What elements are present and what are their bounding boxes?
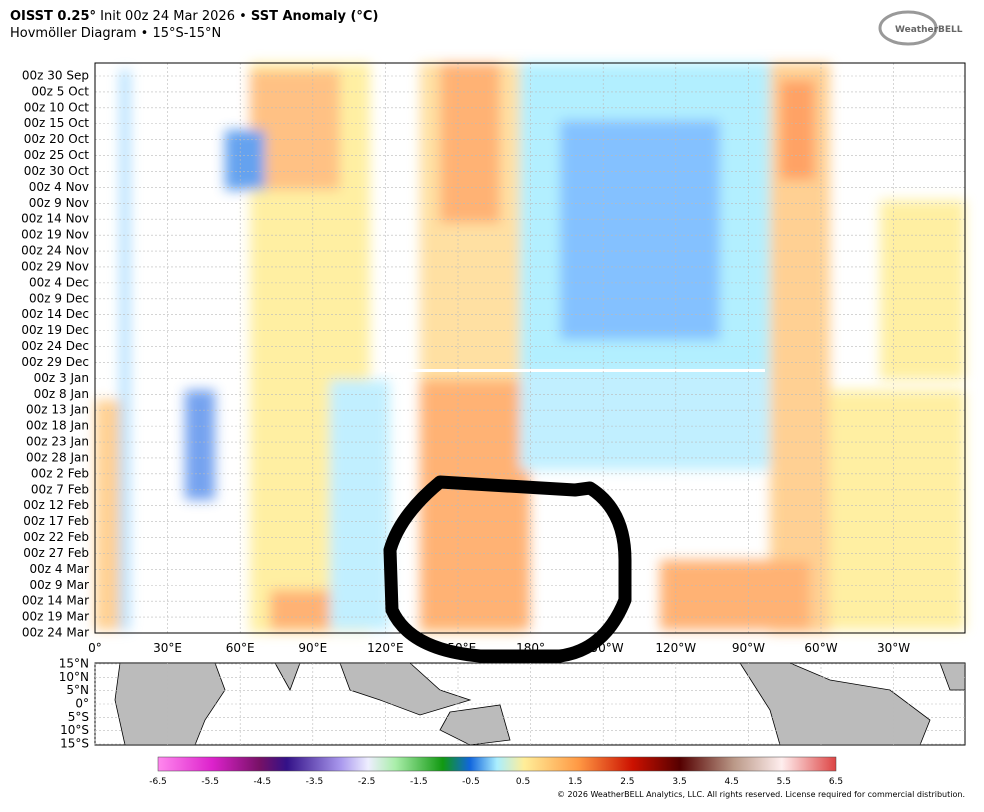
y-label: 00z 8 Jan	[34, 387, 89, 401]
lat-label: 5°N	[66, 683, 89, 697]
colorbar-label: -0.5	[462, 777, 480, 787]
hovmoller-field	[94, 62, 966, 663]
colorbar-label: 4.5	[725, 777, 739, 787]
y-label: 00z 19 Mar	[22, 610, 89, 624]
y-label: 00z 4 Mar	[30, 562, 90, 576]
colorbar-label: -6.5	[149, 777, 167, 787]
y-label: 00z 29 Nov	[21, 259, 89, 273]
colorbar-label: -3.5	[306, 777, 324, 787]
x-label: 90°E	[298, 641, 327, 655]
title: OISST 0.25° Init 00z 24 Mar 2026 • SST A…	[10, 9, 378, 24]
x-label: 90°W	[732, 641, 765, 655]
y-label: 00z 2 Feb	[31, 466, 89, 480]
colorbar-label: 0.5	[516, 777, 530, 787]
x-label: 180°	[516, 641, 545, 655]
colorbar-label: 3.5	[672, 777, 686, 787]
x-label: 30°E	[153, 641, 182, 655]
colorbar-label: -4.5	[254, 777, 272, 787]
y-label: 00z 10 Oct	[24, 100, 90, 114]
lat-label: 0°	[75, 697, 89, 711]
y-label: 00z 30 Oct	[24, 164, 90, 178]
y-label: 00z 15 Oct	[24, 116, 90, 130]
x-label: 0°	[88, 641, 102, 655]
y-label: 00z 24 Mar	[22, 626, 89, 640]
title-mid: Init 00z 24 Mar 2026 •	[100, 9, 247, 24]
map-panel	[94, 662, 966, 746]
y-label: 00z 30 Sep	[22, 69, 89, 83]
y-label: 00z 22 Feb	[23, 530, 89, 544]
y-label: 00z 14 Mar	[22, 594, 89, 608]
y-label: 00z 17 Feb	[23, 514, 89, 528]
y-label: 00z 14 Nov	[21, 212, 89, 226]
y-label: 00z 5 Oct	[31, 84, 89, 98]
y-label: 00z 27 Feb	[23, 546, 89, 560]
lat-label: 5°S	[68, 710, 89, 724]
y-label: 00z 12 Feb	[23, 498, 89, 512]
y-label: 00z 4 Nov	[29, 180, 89, 194]
y-label: 00z 18 Jan	[26, 419, 89, 433]
logo-swirl	[878, 10, 938, 46]
copyright: © 2026 WeatherBELL Analytics, LLC. All r…	[557, 790, 965, 799]
logo: WeatherBELL	[895, 25, 963, 35]
x-label: 120°E	[367, 641, 404, 655]
x-label: 150°E	[440, 641, 477, 655]
y-label: 00z 14 Dec	[21, 307, 89, 321]
colorbar	[157, 756, 837, 772]
y-label: 00z 9 Nov	[29, 196, 89, 210]
lat-label: 15°S	[60, 737, 89, 751]
y-label: 00z 4 Dec	[29, 275, 89, 289]
x-label: 120°W	[655, 641, 696, 655]
x-label: 150°W	[583, 641, 624, 655]
colorbar-label: 1.5	[568, 777, 582, 787]
title-bold2: SST Anomaly (°C)	[251, 9, 378, 24]
y-label: 00z 19 Dec	[21, 323, 89, 337]
x-label: 30°W	[877, 641, 910, 655]
colorbar-label: 5.5	[777, 777, 791, 787]
y-label: 00z 24 Nov	[21, 244, 89, 258]
colorbar-label: -1.5	[410, 777, 428, 787]
y-label: 00z 9 Mar	[30, 578, 90, 592]
colorbar-label: -2.5	[358, 777, 376, 787]
colorbar-label: 2.5	[620, 777, 634, 787]
y-label: 00z 13 Jan	[26, 403, 89, 417]
colorbar-label: -5.5	[201, 777, 219, 787]
lat-label: 10°N	[59, 670, 89, 684]
lat-label: 10°S	[60, 723, 89, 737]
y-label: 00z 19 Nov	[21, 228, 89, 242]
x-label: 60°W	[804, 641, 837, 655]
y-label: 00z 23 Jan	[26, 435, 89, 449]
y-label: 00z 9 Dec	[29, 291, 89, 305]
y-label: 00z 7 Feb	[31, 482, 89, 496]
y-label: 00z 24 Dec	[21, 339, 89, 353]
y-label: 00z 28 Jan	[26, 450, 89, 464]
title-bold: OISST 0.25°	[10, 9, 96, 24]
y-label: 00z 29 Dec	[21, 355, 89, 369]
y-label: 00z 20 Oct	[24, 132, 90, 146]
colorbar-label: 6.5	[829, 777, 843, 787]
subtitle: Hovmöller Diagram • 15°S-15°N	[10, 26, 221, 41]
lat-label: 15°N	[59, 657, 89, 671]
x-label: 60°E	[226, 641, 255, 655]
y-label: 00z 25 Oct	[24, 148, 90, 162]
y-label: 00z 3 Jan	[34, 371, 89, 385]
